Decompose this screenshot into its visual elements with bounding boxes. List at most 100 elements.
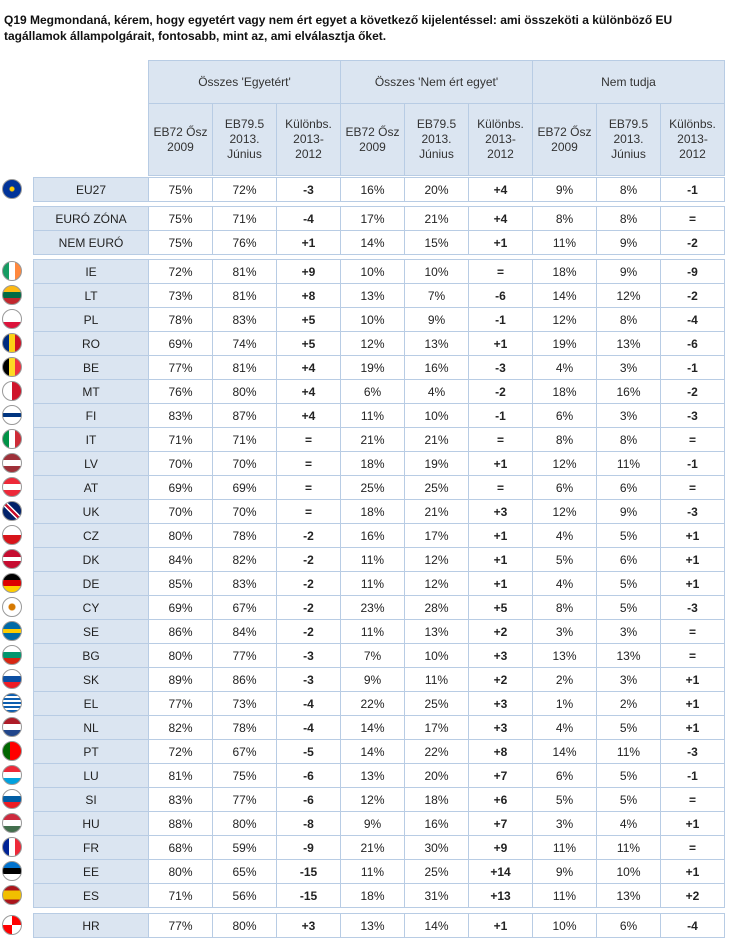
flag-icon: [2, 405, 22, 425]
cell: 12%: [532, 307, 597, 332]
cell: 84%: [212, 619, 277, 644]
cell: 80%: [212, 811, 277, 836]
cell: +2: [468, 667, 533, 692]
cell: 8%: [596, 307, 661, 332]
cell: 12%: [404, 571, 469, 596]
cell: +2: [660, 883, 725, 908]
cell: +5: [468, 595, 533, 620]
flag-icon: [2, 381, 22, 401]
cell: 11%: [340, 619, 405, 644]
cell: 6%: [532, 403, 597, 428]
cell: 9%: [596, 499, 661, 524]
sub-header: Különbs. 2013-2012: [660, 103, 725, 176]
cell: +5: [276, 331, 341, 356]
cell: 6%: [532, 475, 597, 500]
row-label: RO: [33, 331, 149, 356]
cell: -5: [276, 739, 341, 764]
flag-icon: [2, 357, 22, 377]
cell: =: [660, 206, 725, 231]
cell: +3: [468, 643, 533, 668]
flag-icon: [2, 717, 22, 737]
cell: 80%: [148, 523, 213, 548]
cell: 10%: [596, 859, 661, 884]
flag-icon: [2, 645, 22, 665]
cell: -4: [660, 307, 725, 332]
cell: 83%: [148, 403, 213, 428]
cell: 16%: [404, 355, 469, 380]
row-label: LT: [33, 283, 149, 308]
row-label: CY: [33, 595, 149, 620]
row-label: UK: [33, 499, 149, 524]
cell: 8%: [596, 427, 661, 452]
flag-icon: [2, 837, 22, 857]
cell: 77%: [148, 913, 213, 938]
cell: +1: [468, 331, 533, 356]
cell: +4: [468, 177, 533, 202]
row-label: SI: [33, 787, 149, 812]
row-label: DE: [33, 571, 149, 596]
cell: +1: [660, 547, 725, 572]
cell: 12%: [532, 499, 597, 524]
flag-icon: [2, 621, 22, 641]
cell: 4%: [532, 355, 597, 380]
cell: 85%: [148, 571, 213, 596]
cell: 13%: [532, 643, 597, 668]
row-label: AT: [33, 475, 149, 500]
cell: 69%: [148, 475, 213, 500]
cell: 59%: [212, 835, 277, 860]
cell: 81%: [212, 355, 277, 380]
cell: 13%: [404, 619, 469, 644]
cell: +13: [468, 883, 533, 908]
cell: 69%: [148, 331, 213, 356]
cell: +5: [276, 307, 341, 332]
cell: 5%: [596, 523, 661, 548]
cell: -1: [660, 451, 725, 476]
cell: 14%: [340, 739, 405, 764]
cell: -15: [276, 883, 341, 908]
flag-icon: [2, 309, 22, 329]
row-label: EURÓ ZÓNA: [33, 206, 149, 231]
cell: +3: [468, 499, 533, 524]
flag-icon: [2, 429, 22, 449]
cell: 71%: [148, 427, 213, 452]
cell: 5%: [532, 787, 597, 812]
cell: 14%: [532, 283, 597, 308]
cell: 11%: [596, 739, 661, 764]
row-label: LV: [33, 451, 149, 476]
cell: -1: [660, 177, 725, 202]
cell: 5%: [532, 547, 597, 572]
cell: 9%: [404, 307, 469, 332]
cell: 81%: [212, 283, 277, 308]
cell: 13%: [340, 763, 405, 788]
cell: 76%: [148, 379, 213, 404]
cell: -4: [276, 206, 341, 231]
cell: +1: [468, 451, 533, 476]
cell: 5%: [596, 571, 661, 596]
cell: +1: [660, 811, 725, 836]
flag-icon: [2, 501, 22, 521]
cell: 12%: [340, 331, 405, 356]
cell: 81%: [212, 259, 277, 284]
cell: 4%: [532, 571, 597, 596]
cell: 18%: [340, 451, 405, 476]
flag-icon: [2, 741, 22, 761]
cell: 3%: [532, 811, 597, 836]
cell: +6: [468, 787, 533, 812]
cell: 17%: [404, 715, 469, 740]
cell: 9%: [596, 230, 661, 255]
cell: 10%: [340, 259, 405, 284]
cell: 71%: [212, 427, 277, 452]
row-label: LU: [33, 763, 149, 788]
cell: -2: [276, 619, 341, 644]
cell: -2: [660, 283, 725, 308]
cell: 56%: [212, 883, 277, 908]
cell: +7: [468, 811, 533, 836]
flag-icon: [2, 333, 22, 353]
cell: -3: [276, 177, 341, 202]
cell: 1%: [532, 691, 597, 716]
cell: 7%: [340, 643, 405, 668]
cell: 21%: [340, 835, 405, 860]
sub-header: EB79.5 2013. Június: [212, 103, 277, 176]
cell: 11%: [340, 859, 405, 884]
